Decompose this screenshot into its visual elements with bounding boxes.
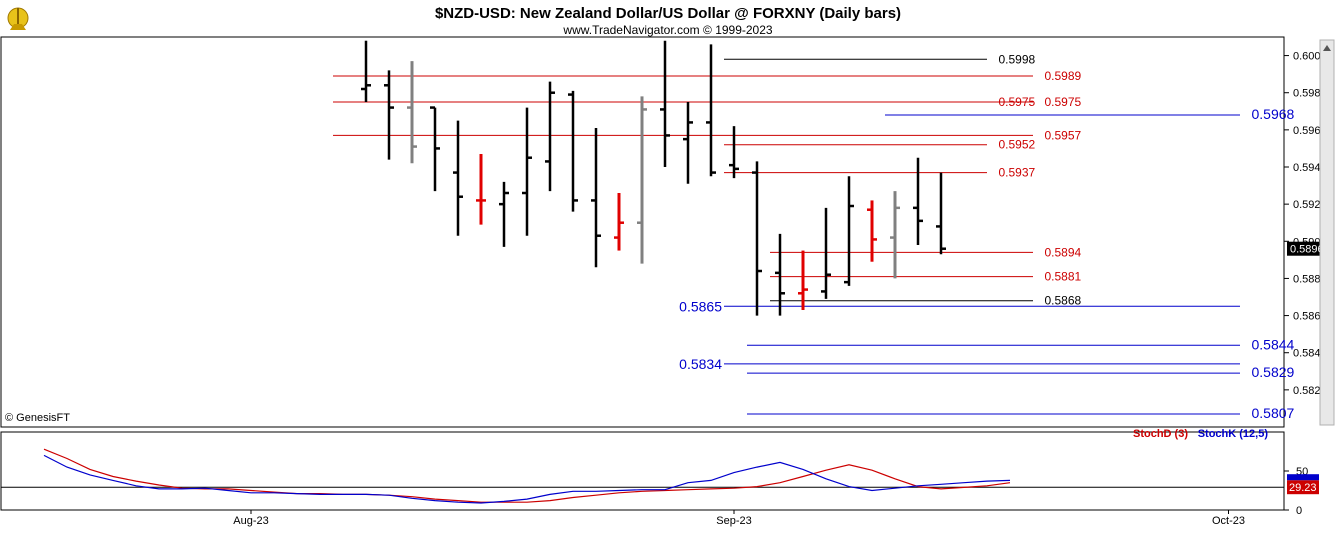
level-lines: 0.5998 0.5989 0.5975 0.5975 0.5968 0.5957 0.59… [333,52,1295,421]
level-label: 0.5989 [1045,69,1082,83]
stoch-last-badge [1287,480,1319,495]
legend-stochk: StochK (12,5) [1198,428,1269,440]
scroll-up-icon[interactable] [1323,45,1331,51]
logo-icon [7,7,29,30]
price-bars [361,40,946,316]
level-label: 0.5829 [1252,364,1295,380]
level-label: 0.5834 [679,356,722,372]
legend-stochd: StochD (3) [1133,428,1188,440]
stoch-series-line [43,448,1011,503]
last-price-label: 0.5896 [1290,244,1324,256]
price-tick-label: 0.5860 [1293,311,1327,323]
level-label: 0.5868 [1045,294,1082,308]
level-label: 0.5975 [999,95,1036,109]
level-label: 0.5968 [1252,106,1295,122]
price-tick-label: 0.5920 [1293,199,1327,211]
price-tick-label: 0.5820 [1293,385,1327,397]
price-tick-label: 0.5840 [1293,348,1327,360]
level-label: 0.5998 [999,52,1036,66]
stoch-tick-label: 0 [1296,505,1302,517]
level-label: 0.5894 [1045,245,1082,259]
price-tick-label: 0.5980 [1293,88,1327,100]
chart-subtitle: www.TradeNavigator.com © 1999-2023 [562,23,772,37]
level-label: 0.5865 [679,298,722,314]
level-label: 0.5881 [1045,270,1082,284]
date-label: Oct-23 [1212,515,1245,527]
vertical-scrollbar[interactable] [1319,39,1335,426]
level-label: 0.5807 [1252,405,1295,421]
chart-title: $NZD-USD: New Zealand Dollar/US Dollar @… [435,5,901,22]
price-tick-label: 0.6000 [1293,51,1327,63]
price-panel [0,36,1285,428]
stoch-series-line [43,454,1011,504]
date-label: Sep-23 [716,515,751,527]
level-label: 0.5952 [999,138,1036,152]
price-tick-label: 0.5960 [1293,125,1327,137]
level-label: 0.5975 [1045,95,1082,109]
date-label: Aug-23 [233,515,268,527]
level-label: 0.5937 [999,166,1036,180]
price-axis: 0.60000.59800.59600.59400.59200.59000.58… [1284,51,1327,397]
last-price-badge [1287,241,1323,256]
stoch-last-label: 29.23 [1289,482,1317,494]
stoch-k-badge [1287,474,1319,481]
date-axis: Aug-23 Sep-23 Oct-23 [233,510,1245,527]
price-tick-label: 0.5880 [1293,273,1327,285]
price-tick-label: 0.5940 [1293,162,1327,174]
level-label: 0.5957 [1045,128,1082,142]
level-label: 0.5844 [1252,336,1295,352]
copyright-label: © GenesisFT [5,412,70,424]
